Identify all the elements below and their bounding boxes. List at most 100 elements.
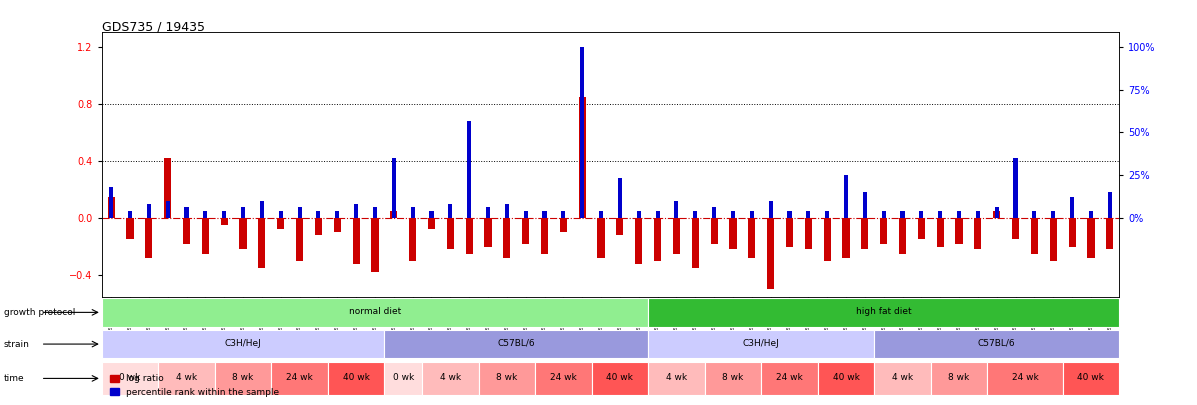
Text: strain: strain	[4, 339, 30, 349]
Bar	[598, 211, 603, 218]
Bar	[994, 211, 1001, 218]
Bar	[824, 218, 831, 261]
Bar	[423, 362, 479, 395]
Bar	[373, 207, 377, 218]
Text: 24 wk: 24 wk	[549, 373, 577, 382]
Text: 24 wk: 24 wk	[286, 373, 312, 382]
Bar	[1051, 211, 1056, 218]
Bar	[1106, 218, 1113, 249]
Bar	[767, 218, 774, 290]
Bar	[818, 362, 874, 395]
Bar	[145, 218, 152, 258]
Bar	[1063, 362, 1119, 395]
Bar	[183, 218, 190, 244]
Bar	[503, 218, 510, 258]
Bar	[591, 362, 648, 395]
Bar	[674, 201, 679, 218]
Bar	[844, 175, 847, 218]
Text: growth protocol: growth protocol	[4, 308, 75, 317]
Bar	[648, 298, 1119, 327]
Bar	[505, 204, 509, 218]
Bar	[656, 211, 660, 218]
Bar	[390, 211, 397, 218]
Bar	[1011, 218, 1019, 239]
Bar	[259, 218, 266, 268]
Bar	[648, 330, 874, 358]
Text: 4 wk: 4 wk	[439, 373, 461, 382]
Bar	[597, 218, 604, 258]
Bar	[956, 211, 961, 218]
Bar	[127, 218, 134, 239]
Bar	[786, 218, 794, 247]
Bar	[936, 218, 943, 247]
Bar	[749, 211, 754, 218]
Bar	[900, 211, 905, 218]
Bar	[430, 211, 433, 218]
Bar	[315, 218, 322, 235]
Bar	[335, 211, 339, 218]
Text: C3H/HeJ: C3H/HeJ	[225, 339, 261, 348]
Bar	[804, 218, 812, 249]
Bar	[731, 211, 735, 218]
Bar	[578, 97, 585, 218]
Text: 8 wk: 8 wk	[497, 373, 517, 382]
Bar	[214, 362, 272, 395]
Bar	[384, 330, 648, 358]
Bar	[788, 211, 791, 218]
Text: 4 wk: 4 wk	[176, 373, 198, 382]
Bar	[541, 218, 548, 254]
Bar	[955, 218, 962, 244]
Bar	[203, 211, 207, 218]
Text: 40 wk: 40 wk	[833, 373, 859, 382]
Bar	[938, 211, 942, 218]
Bar	[616, 218, 624, 235]
Bar	[328, 362, 384, 395]
Bar	[223, 211, 226, 218]
Bar	[648, 362, 705, 395]
Bar	[316, 211, 321, 218]
Bar	[1032, 211, 1037, 218]
Bar	[479, 362, 535, 395]
Bar	[863, 192, 867, 218]
Bar	[354, 204, 358, 218]
Bar	[371, 218, 378, 272]
Bar	[561, 211, 565, 218]
Text: 4 wk: 4 wk	[892, 373, 913, 382]
Bar	[485, 218, 492, 247]
Bar	[637, 211, 640, 218]
Bar	[918, 218, 925, 239]
Bar	[296, 218, 303, 261]
Bar	[974, 218, 982, 249]
Bar	[1031, 218, 1038, 254]
Bar	[272, 362, 328, 395]
Bar	[260, 201, 265, 218]
Text: 40 wk: 40 wk	[1077, 373, 1105, 382]
Bar	[102, 298, 648, 327]
Bar	[102, 330, 384, 358]
Bar	[712, 207, 716, 218]
Bar	[825, 211, 830, 218]
Bar	[636, 218, 643, 264]
Text: 8 wk: 8 wk	[722, 373, 743, 382]
Text: 40 wk: 40 wk	[607, 373, 633, 382]
Bar	[748, 218, 755, 258]
Bar	[241, 207, 245, 218]
Bar	[279, 211, 282, 218]
Bar	[705, 362, 761, 395]
Bar	[729, 218, 736, 249]
Text: 8 wk: 8 wk	[948, 373, 970, 382]
Bar	[466, 218, 473, 254]
Bar	[542, 211, 547, 218]
Bar	[220, 218, 227, 225]
Bar	[618, 178, 622, 218]
Bar	[673, 218, 680, 254]
Text: 24 wk: 24 wk	[776, 373, 803, 382]
Bar	[523, 211, 528, 218]
Text: 0 wk: 0 wk	[393, 373, 414, 382]
Bar	[880, 218, 887, 244]
Bar	[298, 207, 302, 218]
Bar	[874, 362, 931, 395]
Bar	[862, 218, 868, 249]
Bar	[692, 218, 699, 268]
Bar	[384, 362, 423, 395]
